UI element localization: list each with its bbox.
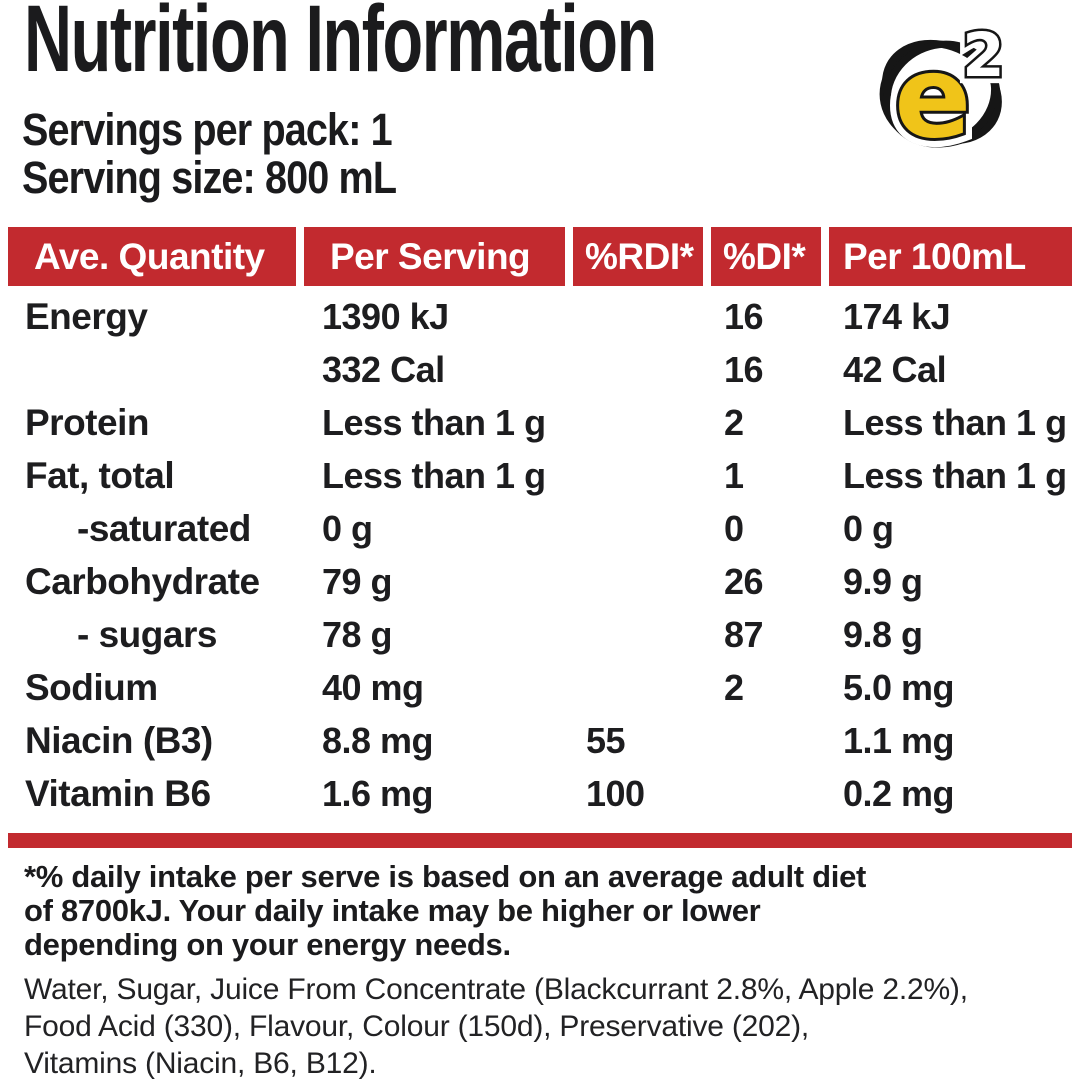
- row-value: 5.0 mg: [843, 666, 955, 708]
- row-label: Niacin (B3): [25, 719, 213, 761]
- row-value: 2: [724, 401, 744, 443]
- row-value: 0 g: [843, 507, 894, 549]
- row-value: [573, 502, 703, 555]
- table-row: - sugars 78 g 87 9.8 g: [8, 608, 1072, 661]
- ingredients-list: Water, Sugar, Juice From Concentrate (Bl…: [24, 971, 968, 1080]
- row-value: Less than 1 g: [322, 401, 546, 443]
- servings-per-pack: Servings per pack: 1: [22, 104, 393, 155]
- row-label: Carbohydrate: [25, 560, 260, 602]
- row-value: 55: [586, 719, 626, 761]
- row-value: 16: [724, 295, 764, 337]
- column-header: %DI*: [711, 227, 821, 286]
- row-value: Less than 1 g: [843, 454, 1067, 496]
- row-value: 9.8 g: [843, 613, 923, 655]
- row-value: 26: [724, 560, 764, 602]
- row-label: -saturated: [77, 507, 251, 549]
- row-value: [573, 343, 703, 396]
- table-row: Vitamin B6 1.6 mg 100 0.2 mg: [8, 767, 1072, 820]
- table-row: Energy 1390 kJ 16 174 kJ: [8, 290, 1072, 343]
- row-value: 332 Cal: [322, 348, 445, 390]
- row-value: [573, 555, 703, 608]
- row-value: 40 mg: [322, 666, 424, 708]
- row-value: 0 g: [322, 507, 373, 549]
- row-label: Energy: [25, 295, 148, 337]
- row-value: 9.9 g: [843, 560, 923, 602]
- table-row: Sodium 40 mg 2 5.0 mg: [8, 661, 1072, 714]
- row-value: [573, 449, 703, 502]
- row-value: 0: [724, 507, 744, 549]
- table-row: -saturated 0 g 0 0 g: [8, 502, 1072, 555]
- footnote-line: depending on your energy needs.: [24, 927, 511, 962]
- svg-text:2: 2: [962, 21, 1004, 91]
- table-row: Protein Less than 1 g 2 Less than 1 g: [8, 396, 1072, 449]
- ingredients-line: Water, Sugar, Juice From Concentrate (Bl…: [24, 973, 968, 1006]
- e2-logo: e e 2 2: [879, 18, 1012, 160]
- row-value: 8.8 mg: [322, 719, 434, 761]
- row-value: 16: [724, 348, 764, 390]
- row-value: 174 kJ: [843, 295, 951, 337]
- row-value: 78 g: [322, 613, 393, 655]
- row-value: Less than 1 g: [322, 454, 546, 496]
- row-value: [573, 661, 703, 714]
- table-row: Niacin (B3) 8.8 mg 55 1.1 mg: [8, 714, 1072, 767]
- logo-letter-e: e: [894, 32, 971, 160]
- row-label: [8, 343, 296, 396]
- table-row: Carbohydrate 79 g 26 9.9 g: [8, 555, 1072, 608]
- row-label: Protein: [25, 401, 149, 443]
- page-title: Nutrition Information: [24, 0, 927, 92]
- row-value: [573, 396, 703, 449]
- table-header: Ave. Quantity Per Serving %RDI* %DI* Per 100…: [8, 227, 1072, 286]
- daily-intake-footnote: *% daily intake per serve is based on an…: [24, 860, 866, 962]
- row-label: Vitamin B6: [25, 772, 211, 814]
- footnote-line: *% daily intake per serve is based on an…: [24, 859, 867, 894]
- ingredients-line: Vitamins (Niacin, B6, B12).: [24, 1047, 377, 1080]
- row-value: 1: [724, 454, 744, 496]
- column-header: Ave. Quantity: [8, 227, 296, 286]
- column-header: Per Serving: [304, 227, 565, 286]
- serving-size: Serving size: 800 mL: [22, 152, 397, 203]
- row-value: 2: [724, 666, 744, 708]
- row-label: Sodium: [25, 666, 158, 708]
- scribble-circle-icon: [879, 39, 1002, 148]
- row-value: 1390 kJ: [322, 295, 449, 337]
- row-value: 42 Cal: [843, 348, 947, 390]
- row-value: [711, 714, 821, 767]
- footnote-line: of 8700kJ. Your daily intake may be high…: [24, 893, 761, 928]
- table-rows: Energy 1390 kJ 16 174 kJ 332 Cal 16 42 Cal Prot…: [8, 290, 1072, 820]
- row-value: 87: [724, 613, 764, 655]
- logo-exponent-2: 2: [962, 21, 1004, 91]
- table-row: 332 Cal 16 42 Cal: [8, 343, 1072, 396]
- row-value: 0.2 mg: [843, 772, 955, 814]
- ingredients-line: Food Acid (330), Flavour, Colour (150d),…: [24, 1010, 810, 1043]
- row-value: 1.1 mg: [843, 719, 955, 761]
- row-label: - sugars: [77, 613, 217, 655]
- row-value: 79 g: [322, 560, 393, 602]
- serving-info: Servings per pack: 1 Serving size: 800 m…: [22, 106, 447, 202]
- row-value: Less than 1 g: [843, 401, 1067, 443]
- row-value: [573, 608, 703, 661]
- column-header: Per 100mL: [829, 227, 1072, 286]
- row-value: 100: [586, 772, 645, 814]
- row-value: 1.6 mg: [322, 772, 434, 814]
- page-title-text: Nutrition Information: [24, 0, 657, 92]
- row-label: Fat, total: [25, 454, 175, 496]
- row-value: [573, 290, 703, 343]
- row-value: [711, 767, 821, 820]
- svg-text:e: e: [894, 32, 971, 160]
- divider-bar: [8, 833, 1072, 848]
- table-row: Fat, total Less than 1 g 1 Less than 1 g: [8, 449, 1072, 502]
- column-header: %RDI*: [573, 227, 703, 286]
